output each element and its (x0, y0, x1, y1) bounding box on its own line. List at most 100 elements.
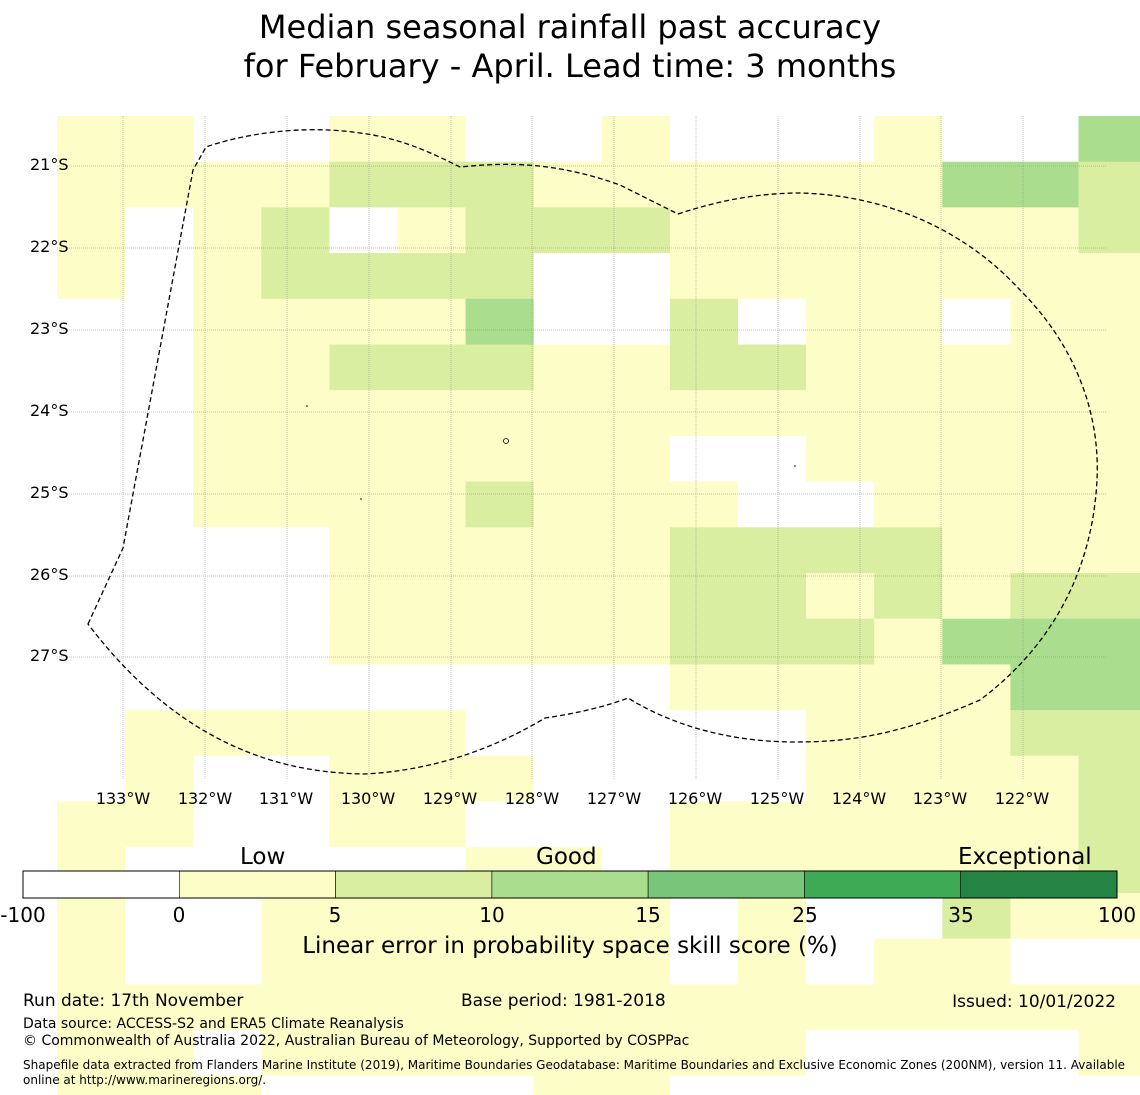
skill-cell (669, 755, 739, 803)
skill-cell (1010, 253, 1080, 300)
skill-cell (874, 116, 943, 163)
skill-cell (397, 527, 467, 574)
skill-cell (1010, 664, 1080, 711)
skill-cell (125, 938, 194, 985)
skill-cell (533, 161, 603, 208)
skill-cell (601, 618, 671, 665)
skill-cell (1078, 344, 1140, 391)
skill-cell (942, 253, 1011, 300)
skill-cell (125, 892, 194, 940)
skill-cell (942, 390, 1011, 437)
skill-cell (1078, 116, 1140, 163)
skill-cell (874, 755, 943, 803)
skill-cell (261, 801, 330, 848)
skill-cell (261, 161, 330, 208)
run-date: Run date: 17th November (23, 991, 244, 1011)
issued-date: Issued: 10/01/2022 (952, 992, 1116, 1012)
skill-cell (261, 1075, 330, 1095)
skill-cell (874, 1075, 943, 1095)
skill-cell (601, 1030, 671, 1077)
skill-cell (1078, 253, 1140, 300)
skill-cell (806, 755, 875, 803)
skill-cell (397, 1075, 467, 1095)
skill-cell (601, 481, 671, 528)
skill-cell (738, 573, 807, 620)
lon-label: 128°W (504, 789, 560, 808)
skill-cell (533, 1030, 603, 1077)
skill-cell (601, 298, 671, 346)
skill-cell (125, 755, 194, 803)
skill-cell (874, 892, 943, 940)
colorbar-segment (491, 870, 649, 899)
skill-cell (738, 435, 807, 483)
skill-cell (942, 527, 1011, 574)
skill-cell (329, 344, 399, 391)
skill-cell (533, 435, 603, 483)
skill-cell (57, 664, 126, 711)
skill-cell (465, 801, 535, 848)
skill-cell (397, 801, 467, 848)
skill-cell (874, 1030, 943, 1077)
skill-cell (193, 755, 262, 803)
skill-cell (261, 938, 330, 985)
skill-cell (601, 161, 671, 208)
skill-cell (465, 573, 535, 620)
skill-cell (601, 207, 671, 254)
skill-cell (1078, 207, 1140, 254)
skill-cell (57, 481, 126, 528)
skill-cell (669, 573, 739, 620)
skill-cell (533, 390, 603, 437)
colorbar-segment (960, 870, 1118, 899)
skill-cell (942, 161, 1011, 208)
skill-cell (806, 801, 875, 848)
colorbar-title: Linear error in probability space skill … (302, 933, 838, 959)
skill-cell (193, 116, 262, 163)
skill-cell (261, 984, 330, 1031)
skill-cell (1010, 344, 1080, 391)
lon-label: 122°W (994, 789, 1050, 808)
skill-cell (1010, 1075, 1080, 1095)
skill-cell (1010, 573, 1080, 620)
skill-cell (125, 298, 194, 346)
skill-cell (329, 1075, 399, 1095)
skill-cell (806, 116, 875, 163)
skill-cell (601, 892, 671, 940)
skill-cell (738, 390, 807, 437)
skill-cell (193, 253, 262, 300)
skill-cell (806, 161, 875, 208)
skill-cell (465, 710, 535, 757)
skill-cell (465, 1030, 535, 1077)
skill-cell (533, 344, 603, 391)
skill-cell (738, 298, 807, 346)
skill-cell (397, 390, 467, 437)
skill-cell (806, 207, 875, 254)
skill-cell (57, 161, 126, 208)
skill-cell (1010, 801, 1080, 848)
skill-cell (874, 801, 943, 848)
base-period: Base period: 1981-2018 (461, 991, 666, 1011)
skill-cell (669, 618, 739, 665)
skill-cell (942, 892, 1011, 940)
skill-cell (533, 710, 603, 757)
skill-cell (397, 481, 467, 528)
skill-cell (125, 984, 194, 1031)
skill-cell (57, 344, 126, 391)
skill-cell (397, 618, 467, 665)
skill-cell (397, 1030, 467, 1077)
skill-cell (738, 618, 807, 665)
skill-cell (738, 664, 807, 711)
skill-cell (465, 1075, 535, 1095)
skill-cell (533, 527, 603, 574)
colorbar-tick: 15 (635, 903, 661, 927)
lon-label: 123°W (912, 789, 968, 808)
colorbar-tick: -100 (0, 903, 46, 927)
skill-cell (874, 390, 943, 437)
skill-cell (669, 1030, 739, 1077)
skill-cell (601, 938, 671, 985)
skill-cell (874, 253, 943, 300)
skill-cell (193, 710, 262, 757)
lon-label: 131°W (258, 789, 314, 808)
skill-cell (261, 710, 330, 757)
skill-cell (193, 1075, 262, 1095)
